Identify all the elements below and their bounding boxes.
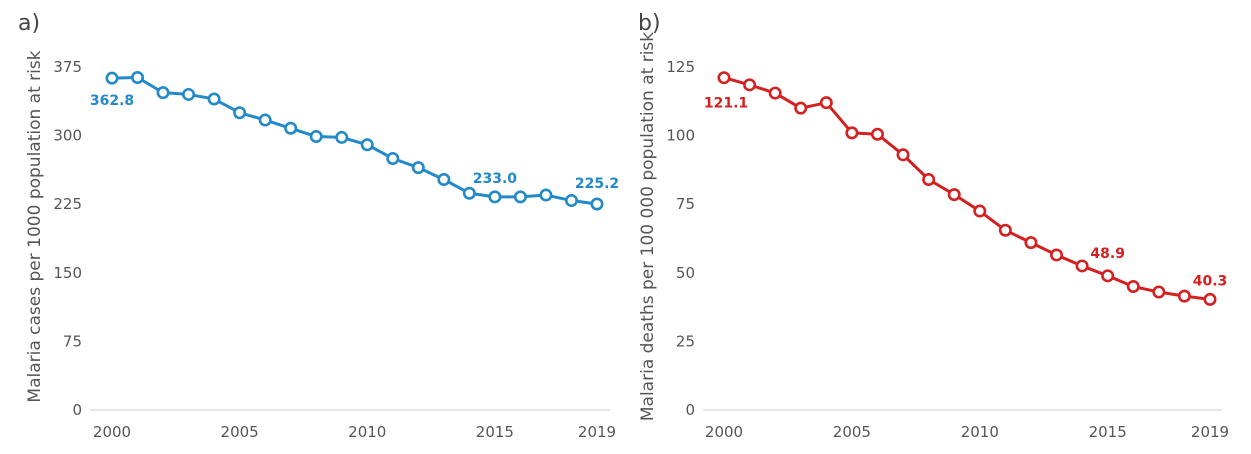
x-tick-label: 2015 [476, 423, 514, 441]
x-tick-label: 2005 [833, 423, 871, 441]
data-point [1050, 248, 1064, 262]
y-tick-label: 0 [685, 401, 695, 419]
data-point [258, 113, 272, 127]
data-point [462, 186, 476, 200]
data-point [360, 138, 374, 152]
panel-label-b: b) [638, 11, 661, 36]
data-label: 40.3 [1193, 273, 1228, 289]
data-label: 233.0 [473, 171, 518, 187]
data-label: 362.8 [90, 93, 134, 109]
data-point [539, 188, 553, 202]
data-point [564, 194, 578, 208]
y-tick-label: 75 [63, 332, 82, 350]
y-tick-label: 150 [53, 264, 82, 282]
data-point [1075, 259, 1089, 273]
data-point [998, 223, 1012, 237]
x-tick-label: 2019 [578, 423, 616, 441]
x-tick-label: 2015 [1089, 423, 1127, 441]
y-tick-label: 0 [72, 401, 82, 419]
data-point [411, 161, 425, 175]
data-point [335, 130, 349, 144]
y-axis-label-a: Malaria cases per 1000 population at ris… [25, 50, 45, 402]
data-label: 48.9 [1090, 246, 1125, 262]
y-tick-label: 75 [676, 195, 695, 213]
data-point [105, 71, 119, 85]
y-tick-label: 100 [666, 127, 695, 145]
y-tick-label: 50 [676, 264, 695, 282]
data-point [386, 151, 400, 165]
y-tick-label: 225 [53, 195, 82, 213]
data-point [717, 71, 731, 85]
data-point [1203, 292, 1217, 306]
data-point [233, 106, 247, 120]
y-tick-label: 25 [676, 332, 695, 350]
x-tick-label: 2010 [348, 423, 386, 441]
data-point [131, 71, 145, 85]
data-point [284, 121, 298, 135]
data-point [1152, 285, 1166, 299]
panel-label-a: a) [18, 11, 40, 36]
data-point [743, 78, 757, 92]
x-tick-label: 2010 [961, 423, 999, 441]
x-tick-label: 2005 [221, 423, 259, 441]
data-point [1177, 289, 1191, 303]
chart-a: 0 75 150 225 300 375 2000 2005 2010 2015 2019 362.8… [53, 58, 619, 441]
data-point [922, 173, 936, 187]
data-point [1126, 280, 1140, 294]
data-point [1101, 269, 1115, 283]
data-point [309, 130, 323, 144]
y-tick-label: 125 [666, 58, 695, 76]
x-tick-label: 2000 [705, 423, 743, 441]
data-point [156, 86, 170, 100]
y-axis-label-b: Malaria deaths per 100 000 population at… [638, 32, 658, 421]
data-label: 225.2 [575, 176, 619, 192]
data-point [845, 126, 859, 140]
data-point [794, 101, 808, 115]
data-point [207, 92, 221, 106]
data-point [437, 173, 451, 187]
data-point [819, 96, 833, 110]
data-point [590, 197, 604, 211]
data-point [947, 188, 961, 202]
data-point [768, 86, 782, 100]
data-point [896, 148, 910, 162]
y-tick-label: 375 [53, 58, 82, 76]
data-point [1024, 236, 1038, 250]
chart-b: 0 25 50 75 100 125 2000 2005 2010 2015 2019 121.1 48… [666, 58, 1229, 441]
y-tick-label: 300 [53, 127, 82, 145]
data-point [870, 127, 884, 141]
data-point [513, 190, 527, 204]
data-point [488, 190, 502, 204]
data-point [973, 204, 987, 218]
x-tick-label: 2000 [93, 423, 131, 441]
x-tick-label: 2019 [1191, 423, 1229, 441]
data-label: 121.1 [704, 96, 748, 112]
data-point [182, 87, 196, 101]
